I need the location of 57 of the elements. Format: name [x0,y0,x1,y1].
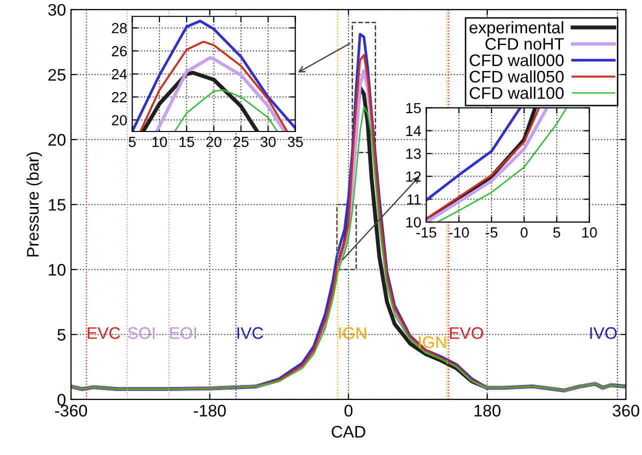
x-tick-label: -15 [416,227,436,238]
y-tick-label: 5 [58,329,66,341]
x-tick-label: 180 [474,404,500,417]
x-tick-label: 360 [612,404,640,417]
line-series [139,40,288,132]
line-series [436,108,568,222]
ref-line-label: SOI [128,327,154,339]
y-tick-label: 30 [48,4,66,16]
line-series [426,108,522,202]
ref-line-label: IGN [419,336,446,348]
x-tick-label: 5 [553,227,560,238]
y-tick-label: 10 [48,264,66,276]
y-tick-label: 13 [406,148,421,159]
y-tick-label: 12 [406,171,421,182]
x-tick-label: 35 [288,136,303,148]
x-tick-label: 0 [344,404,352,417]
ref-line-label: IVO [590,327,617,339]
x-tick-label: 30 [260,136,276,148]
legend-label: CFD wall100 [470,86,564,99]
y-tick-label: 28 [112,22,127,34]
legend-label: experimental [470,21,564,37]
y-axis-title: Pressure (bar) [26,152,42,256]
x-tick-label: 5 [128,136,136,148]
legend-label: CFD wall050 [470,70,564,83]
line-series [141,70,260,132]
x-tick-label: -10 [449,227,469,238]
x-tick-label: 10 [152,136,167,148]
y-tick-label: 14 [406,126,421,136]
x-axis-title: CAD [332,426,366,438]
legend-label: CFD noHT [485,38,564,50]
line-series [155,56,286,132]
x-tick-label: 0 [520,227,528,238]
ref-line-label: EVC [88,327,120,339]
y-tick-label: 26 [112,46,127,56]
x-tick-label: 10 [582,227,597,238]
legend-label: CFD wall000 [470,54,564,66]
y-tick-label: 20 [112,115,127,126]
ref-line-label: IGN [339,327,366,339]
x-tick-label: 15 [180,136,194,148]
ref-line-label: IVC [237,327,264,339]
line-series [132,20,296,132]
y-tick-label: 15 [48,199,66,211]
ref-line-label: EOI [170,327,196,339]
x-tick-label: 25 [234,136,248,148]
y-tick-label: 15 [406,103,421,114]
line-series [174,89,278,132]
y-tick-label: 24 [112,69,127,80]
x-tick-label: -5 [486,227,498,238]
x-tick-label: -180 [194,404,226,417]
x-tick-label: 20 [206,136,222,148]
x-tick-label: -360 [55,404,88,417]
y-tick-label: 25 [48,68,66,81]
y-tick-label: 22 [112,92,127,102]
y-tick-label: 0 [58,394,66,406]
y-tick-label: 11 [407,194,421,204]
y-tick-label: 10 [406,217,421,228]
ref-line-label: EVO [450,327,484,339]
